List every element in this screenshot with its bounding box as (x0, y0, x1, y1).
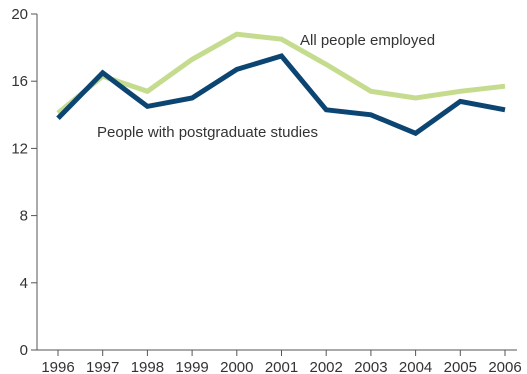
series-lines (56, 31, 506, 137)
series-label-postgraduate-studies: People with postgraduate studies (97, 124, 318, 141)
x-tick-label: 2001 (265, 359, 298, 374)
x-tick-label: 1997 (86, 359, 119, 374)
axes (36, 14, 517, 351)
x-tick-label: 2004 (399, 359, 432, 374)
y-tick-label: 8 (20, 208, 28, 225)
x-tick-label: 2000 (220, 359, 253, 374)
x-tick-label: 2002 (310, 359, 343, 374)
x-tick-label: 2006 (488, 359, 521, 374)
y-tick-label: 20 (11, 6, 28, 23)
series-line-all-people-employed (56, 31, 506, 116)
y-tick-label: 12 (11, 140, 28, 157)
series-labels: All people employed People with postgradu… (97, 32, 435, 141)
x-tick-label: 1999 (175, 359, 208, 374)
y-axis-ticks: 0 4 8 12 16 20 (11, 6, 37, 359)
y-tick-label: 4 (20, 275, 28, 292)
x-tick-label: 2003 (354, 359, 387, 374)
y-tick-label: 16 (11, 73, 28, 90)
x-tick-label: 2005 (444, 359, 477, 374)
x-tick-label: 1996 (41, 359, 74, 374)
x-axis-ticks: 1996 1997 1998 1999 2000 2001 2002 2003 2004 2005… (41, 350, 522, 374)
series-label-all-people-employed: All people employed (300, 32, 435, 49)
y-tick-label: 0 (20, 342, 28, 359)
x-tick-label: 1998 (131, 359, 164, 374)
